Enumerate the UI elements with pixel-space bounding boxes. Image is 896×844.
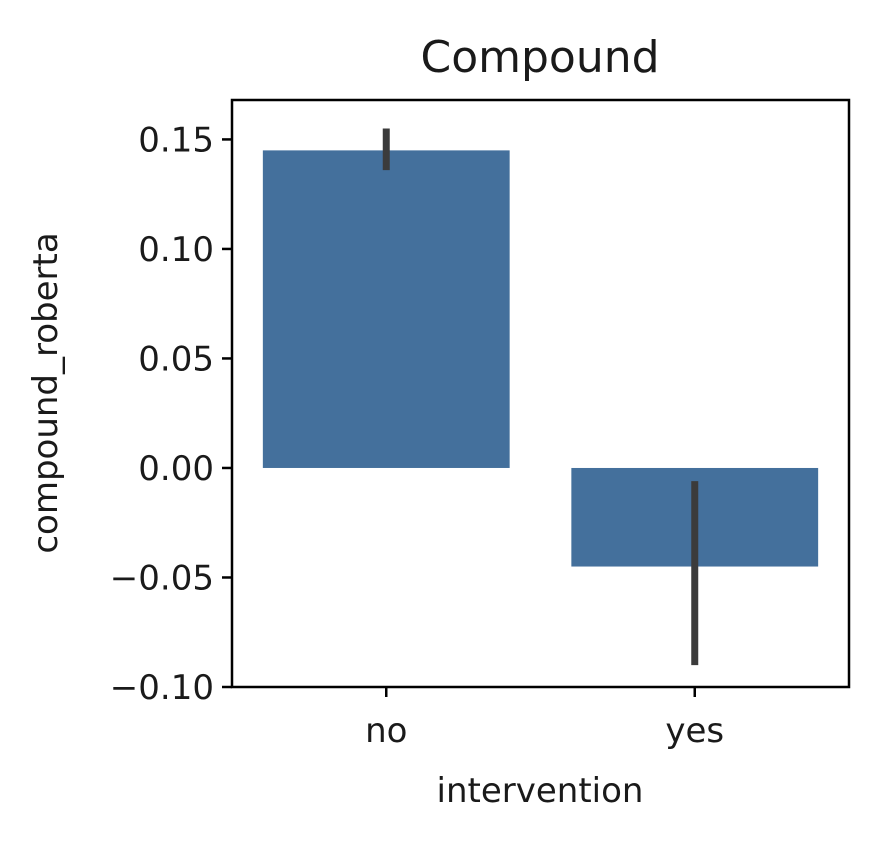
y-axis-label: compound_roberta — [26, 232, 66, 553]
y-axis: −0.10 −0.05 0.00 0.05 0.10 0.15 — [110, 120, 232, 708]
chart-title: Compound — [420, 32, 659, 83]
y-tick-label: 0.15 — [138, 120, 214, 160]
x-axis: no yes — [365, 687, 724, 751]
bar-no — [262, 150, 510, 468]
y-tick-label: −0.10 — [110, 668, 214, 708]
axes-frame — [230, 98, 851, 689]
x-axis-label: intervention — [437, 771, 644, 811]
y-tick-label: −0.05 — [110, 558, 214, 598]
y-tick-label: 0.05 — [138, 339, 214, 379]
bars-group — [262, 150, 819, 567]
y-tick-label: 0.10 — [138, 230, 214, 270]
x-tick-label: yes — [665, 711, 724, 751]
error-bars-group — [382, 128, 699, 666]
y-tick-label: 0.00 — [138, 449, 214, 489]
x-tick-label: no — [365, 711, 407, 751]
